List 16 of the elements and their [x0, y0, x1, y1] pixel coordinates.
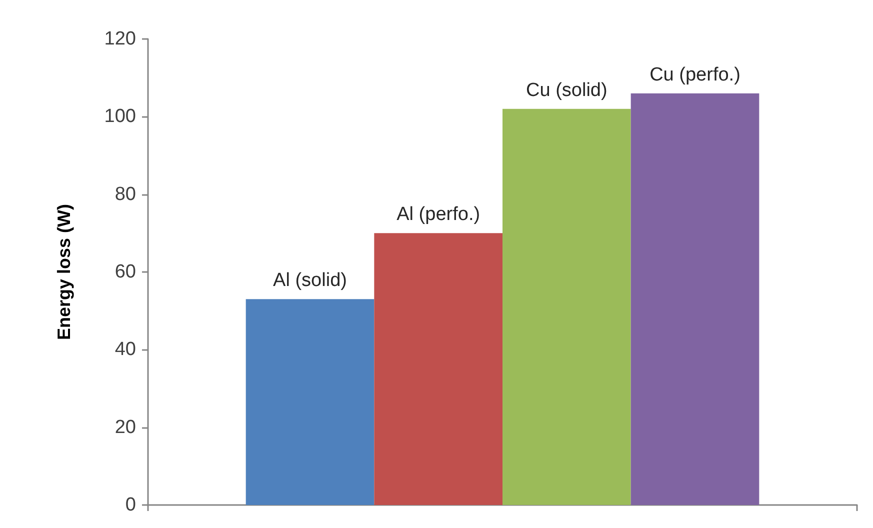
- series-label: Cu (solid): [526, 80, 608, 101]
- bar: [502, 108, 631, 505]
- y-tick-label: 0: [125, 494, 136, 516]
- y-tick-label: 60: [114, 262, 136, 282]
- bar: [246, 299, 374, 505]
- y-tick-label: 100: [104, 106, 136, 128]
- y-tick-label: 120: [104, 28, 136, 50]
- series-label: Al (solid): [273, 270, 347, 292]
- bar: [374, 233, 502, 505]
- bar: [630, 93, 760, 505]
- series-label: Cu (perfo.): [650, 64, 740, 86]
- y-tick-label: 80: [114, 184, 136, 205]
- y-axis-title: Energy loss (W): [54, 204, 74, 340]
- y-tick-label: 40: [114, 339, 136, 360]
- y-tick-label: 20: [114, 416, 136, 438]
- series-label: Al (perfo.): [396, 204, 480, 226]
